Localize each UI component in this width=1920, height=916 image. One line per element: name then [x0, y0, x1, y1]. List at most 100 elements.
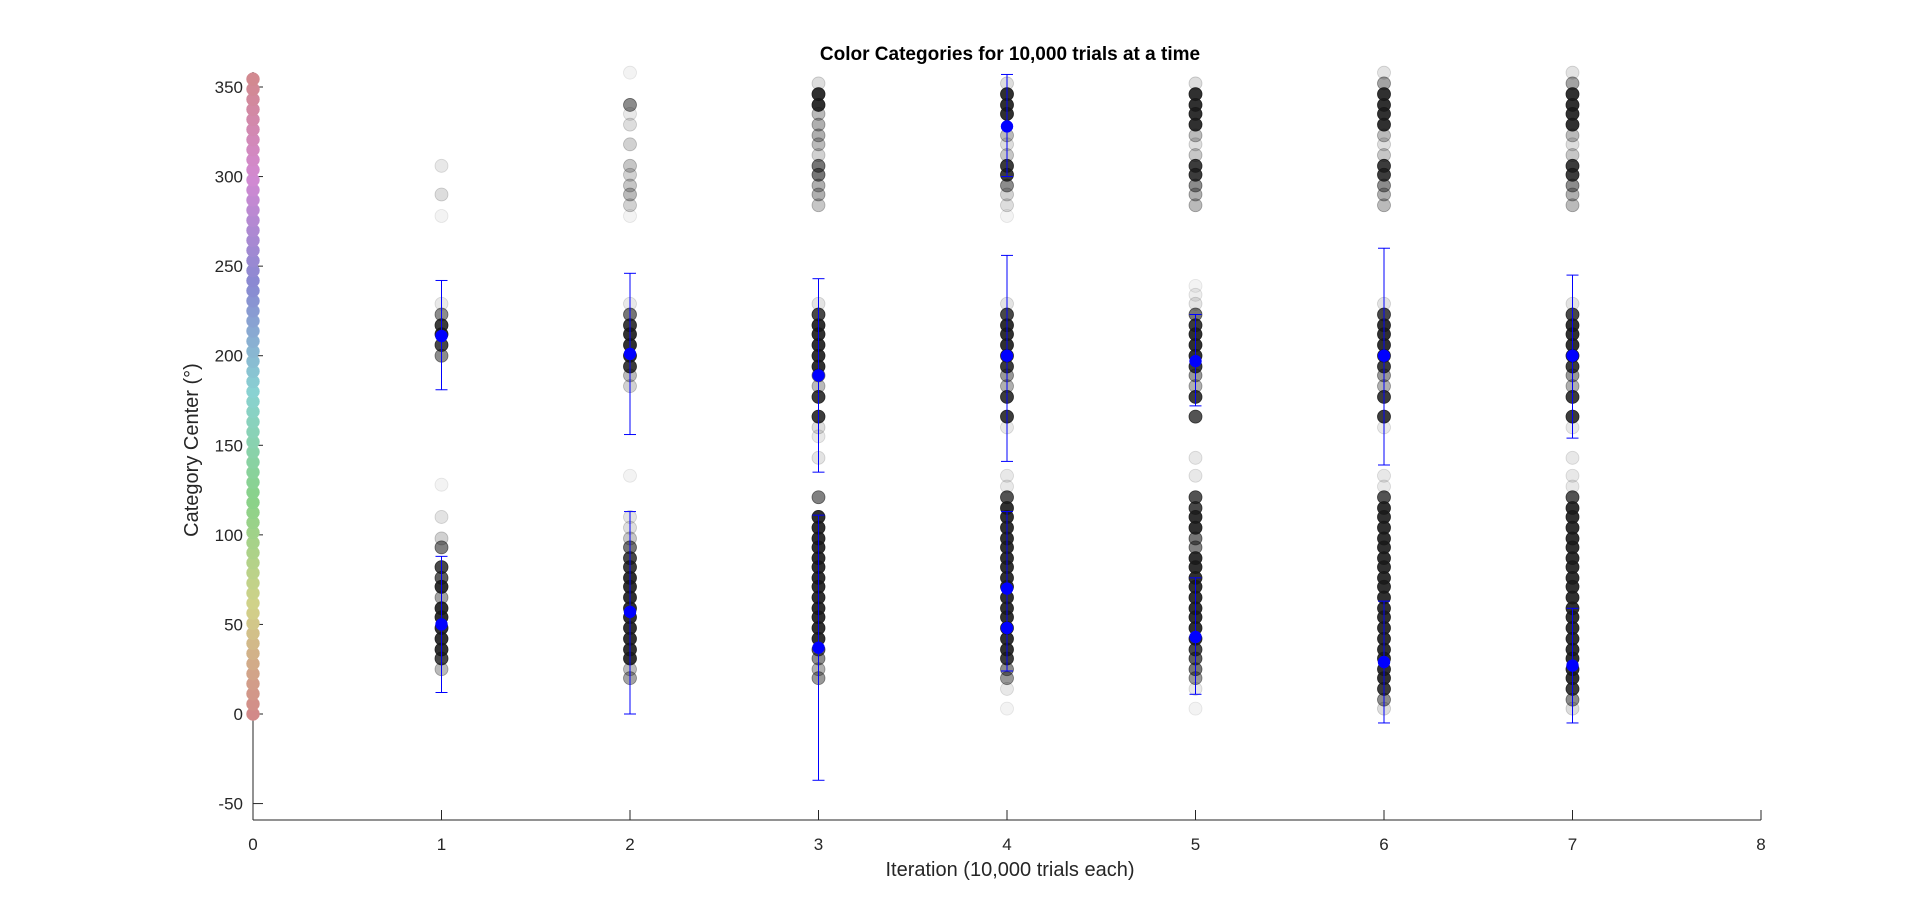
- category-point: [1377, 468, 1391, 483]
- category-point: [1377, 65, 1391, 80]
- x-axis-label: Iteration (10,000 trials each): [885, 859, 1134, 881]
- category-point: [434, 510, 449, 524]
- y-tick-label: 250: [215, 257, 243, 276]
- mean-point: [623, 605, 637, 619]
- category-point: [811, 490, 826, 505]
- category-point: [811, 187, 826, 202]
- category-point: [1377, 198, 1391, 213]
- category-point: [1188, 450, 1203, 465]
- category-point: [1000, 701, 1014, 716]
- category-point: [1188, 128, 1203, 143]
- category-point: [811, 167, 826, 182]
- category-point: [434, 187, 449, 202]
- category-point: [623, 178, 637, 193]
- x-tick-label: 8: [1756, 835, 1765, 854]
- hue-point: [246, 72, 260, 86]
- category-point: [1377, 178, 1391, 193]
- category-point: [811, 198, 826, 213]
- category-point: [1000, 671, 1014, 686]
- x-tick-label: 1: [437, 835, 446, 854]
- mean-point: [435, 618, 448, 631]
- y-tick-label: -50: [218, 795, 243, 814]
- y-tick-label: 50: [224, 615, 243, 634]
- category-point: [623, 198, 637, 213]
- category-point: [1565, 468, 1580, 483]
- category-point: [1565, 187, 1580, 202]
- category-point: [623, 117, 637, 132]
- plot-area: [246, 65, 1580, 781]
- mean-point: [812, 369, 825, 382]
- mean-point: [1000, 349, 1014, 362]
- mean-point: [1189, 354, 1202, 368]
- x-tick-label: 0: [248, 835, 257, 854]
- category-point: [1188, 137, 1203, 152]
- y-tick-label: 200: [215, 347, 243, 366]
- mean-point: [1000, 582, 1014, 595]
- category-point: [1565, 137, 1580, 152]
- x-tick-label: 2: [625, 835, 634, 854]
- category-point: [434, 477, 449, 492]
- category-point: [623, 98, 637, 112]
- x-tick-label: 4: [1002, 835, 1011, 854]
- mean-point: [623, 347, 637, 361]
- category-point: [623, 187, 637, 202]
- category-point: [1188, 117, 1203, 132]
- category-point: [623, 209, 637, 223]
- category-point: [1188, 287, 1203, 302]
- mean-point: [435, 329, 448, 343]
- category-point: [1377, 117, 1391, 132]
- category-point: [623, 65, 637, 80]
- category-point: [1188, 278, 1203, 293]
- category-point: [1565, 198, 1580, 213]
- y-tick-label: 350: [215, 78, 243, 97]
- category-point: [1377, 128, 1391, 143]
- category-point: [811, 137, 826, 152]
- category-point: [1000, 468, 1014, 483]
- category-point: [1377, 137, 1391, 152]
- axes: 0 1 2 3 4 5 6 7 8 -50 0 50 100 150 200 250 300 350: [215, 72, 1766, 854]
- category-point: [1188, 178, 1203, 193]
- x-tick-label: 3: [814, 835, 823, 854]
- category-point: [1000, 187, 1014, 202]
- category-point: [1000, 178, 1014, 193]
- mean-point: [812, 641, 825, 654]
- category-point: [811, 178, 826, 193]
- y-axis-label: Category Center (°): [181, 363, 203, 537]
- y-tick-label: 300: [215, 168, 243, 187]
- category-point: [811, 106, 826, 121]
- category-point: [434, 209, 449, 223]
- mean-point: [1000, 621, 1014, 635]
- category-point: [811, 117, 826, 132]
- y-tick-label: 100: [215, 526, 243, 545]
- category-point: [623, 167, 637, 182]
- category-point: [1000, 682, 1014, 696]
- category-point: [811, 98, 826, 112]
- mean-point: [1377, 655, 1391, 669]
- category-point: [1188, 701, 1203, 716]
- category-point: [623, 468, 637, 483]
- x-tick-label: 7: [1568, 835, 1577, 854]
- category-point: [1565, 117, 1580, 132]
- category-point: [811, 128, 826, 143]
- mean-point: [1377, 349, 1391, 362]
- x-tick-label: 5: [1191, 835, 1200, 854]
- mean-point: [1189, 630, 1202, 644]
- category-point: [1565, 65, 1580, 80]
- category-point: [623, 106, 637, 121]
- category-point: [1377, 187, 1391, 202]
- category-point: [623, 158, 637, 173]
- category-point: [434, 158, 449, 173]
- category-point: [1565, 178, 1580, 193]
- category-point: [623, 137, 637, 152]
- y-tick-label: 0: [234, 705, 243, 724]
- mean-point: [1000, 120, 1014, 133]
- category-point: [1565, 450, 1580, 465]
- category-point: [1565, 128, 1580, 143]
- category-point: [1188, 187, 1203, 202]
- category-point: [434, 540, 449, 555]
- x-tick-label: 6: [1379, 835, 1388, 854]
- category-point: [1188, 198, 1203, 213]
- category-point: [1188, 409, 1203, 424]
